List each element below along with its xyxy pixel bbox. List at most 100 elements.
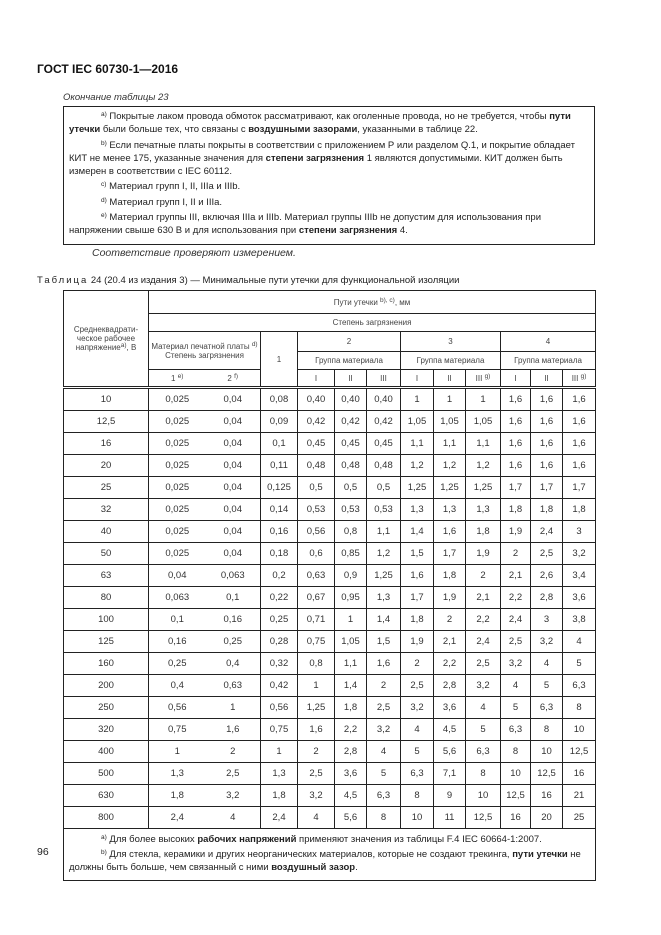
header-pd1: 1 [260,331,298,388]
creepage-cell: 0,42 [260,674,298,697]
creepage-cell: 0,42 [366,410,401,433]
creepage-cell: 1,6 [561,432,597,455]
creepage-cell: 0,45 [334,432,367,455]
creepage-cell: 1 [334,608,367,631]
creepage-cell: 3,8 [561,608,597,631]
creepage-cell: 0,4 [148,674,206,697]
voltage-cell: 250 [63,696,149,719]
header-material-group: III g) [465,369,501,388]
table23-notes-box: a) Покрытые лаком провода обмоток рассма… [63,106,595,245]
table-row: 100 0,1 0,16 0,25 0,71 1 1,4 1,8 2 2,2 2,4 3 3,8 [63,608,597,631]
voltage-cell: 25 [63,476,149,499]
creepage-cell: 1,5 [366,630,401,653]
creepage-cell: 0,40 [297,386,335,411]
header-creepage: Пути утечки b), c), мм [147,290,597,314]
creepage-cell: 1 [260,740,298,763]
creepage-cell: 1,6 [366,652,401,675]
creepage-cell: 2,2 [500,586,531,609]
creepage-cell: 0,9 [334,564,367,587]
creepage-cell: 10 [500,762,531,785]
creepage-cell: 0,75 [148,718,206,741]
creepage-cell: 1,8 [561,498,597,521]
table-row: 40 0,025 0,04 0,16 0,56 0,8 1,1 1,4 1,6 1,8 1,9 2,4… [63,520,597,543]
creepage-cell: 1,3 [366,586,401,609]
creepage-cell: 1,6 [561,386,597,411]
creepage-cell: 2,6 [530,564,563,587]
creepage-cell: 0,11 [260,454,298,477]
creepage-cell: 2 [465,564,501,587]
creepage-cell: 3 [561,520,597,543]
header-pollution: Степень загрязнения [147,313,597,332]
creepage-cell: 1,3 [465,498,501,521]
creepage-cell: 3,2 [400,696,434,719]
creepage-cell: 0,42 [334,410,367,433]
creepage-cell: 25 [561,806,597,829]
creepage-cell: 0,48 [334,454,367,477]
creepage-cell: 8 [366,806,401,829]
footnote: e) Материал группы III, включая IIIa и I… [69,212,541,237]
creepage-cell: 0,125 [260,476,298,499]
creepage-cell: 1,6 [297,718,335,741]
creepage-cell: 4,5 [433,718,466,741]
table-row: 16 0,025 0,04 0,1 0,45 0,45 0,45 1,1 1,1 1,1 1,6 1,… [63,432,597,455]
voltage-cell: 10 [63,386,149,411]
footnote: b) Если печатные платы покрыты в соответ… [69,139,575,178]
table-row: 20 0,025 0,04 0,11 0,48 0,48 0,48 1,2 1,2 1,2 1,6 1… [63,454,597,477]
creepage-cell: 0,53 [297,498,335,521]
creepage-cell: 0,04 [205,498,261,521]
creepage-cell: 5 [465,718,501,741]
creepage-cell: 1,6 [205,718,261,741]
creepage-cell: 3,6 [334,762,367,785]
creepage-cell: 2,2 [465,608,501,631]
creepage-cell: 10 [465,784,501,807]
voltage-cell: 160 [63,652,149,675]
creepage-cell: 3,2 [500,652,531,675]
creepage-cell: 16 [530,784,563,807]
creepage-cell: 0,16 [260,520,298,543]
creepage-cell: 2,2 [433,652,466,675]
voltage-cell: 16 [63,432,149,455]
voltage-cell: 50 [63,542,149,565]
creepage-cell: 0,04 [205,410,261,433]
creepage-cell: 2,5 [530,542,563,565]
creepage-cell: 8 [500,740,531,763]
table-row: 320 0,75 1,6 0,75 1,6 2,2 3,2 4 4,5 5 6,3 8 10 [63,718,597,741]
header-material-group: I [400,369,434,388]
table-row: 160 0,25 0,4 0,32 0,8 1,1 1,6 2 2,2 2,5 3,2 4 5 [63,652,597,675]
header-material-group: I [500,369,531,388]
creepage-cell: 1,3 [260,762,298,785]
creepage-cell: 1,6 [400,564,434,587]
header-pcb-2: 2 f) [205,369,261,388]
creepage-cell: 1,1 [334,652,367,675]
creepage-cell: 1,1 [400,432,434,455]
creepage-cell: 4 [400,718,434,741]
creepage-cell: 3,2 [465,674,501,697]
creepage-cell: 6,3 [400,762,434,785]
creepage-cell: 6,3 [530,696,563,719]
creepage-cell: 2,1 [465,586,501,609]
table-row: 32 0,025 0,04 0,14 0,53 0,53 0,53 1,3 1,3 1,3 1,8 1… [63,498,597,521]
creepage-cell: 1,8 [530,498,563,521]
creepage-cell: 8 [530,718,563,741]
creepage-cell: 10 [530,740,563,763]
creepage-cell: 0,063 [205,564,261,587]
table24-footnotes: a) Для более высоких рабочих напряжений … [62,828,597,881]
creepage-cell: 0,025 [148,476,206,499]
caption-text: 24 (20.4 из издания 3) — Минимальные пут… [88,275,460,286]
creepage-cell: 2,5 [205,762,261,785]
creepage-cell: 1,6 [530,454,563,477]
creepage-cell: 0,40 [366,386,401,411]
creepage-cell: 1,8 [334,696,367,719]
table-row: 500 1,3 2,5 1,3 2,5 3,6 5 6,3 7,1 8 10 12,5 16 [63,762,597,785]
creepage-cell: 1 [205,696,261,719]
creepage-cell: 1,6 [561,454,597,477]
creepage-cell: 1,5 [400,542,434,565]
creepage-cell: 0,25 [148,652,206,675]
creepage-cell: 1 [148,740,206,763]
voltage-cell: 100 [63,608,149,631]
creepage-cell: 0,063 [148,586,206,609]
creepage-cell: 3 [530,608,563,631]
creepage-cell: 1,25 [400,476,434,499]
creepage-cell: 3,2 [561,542,597,565]
